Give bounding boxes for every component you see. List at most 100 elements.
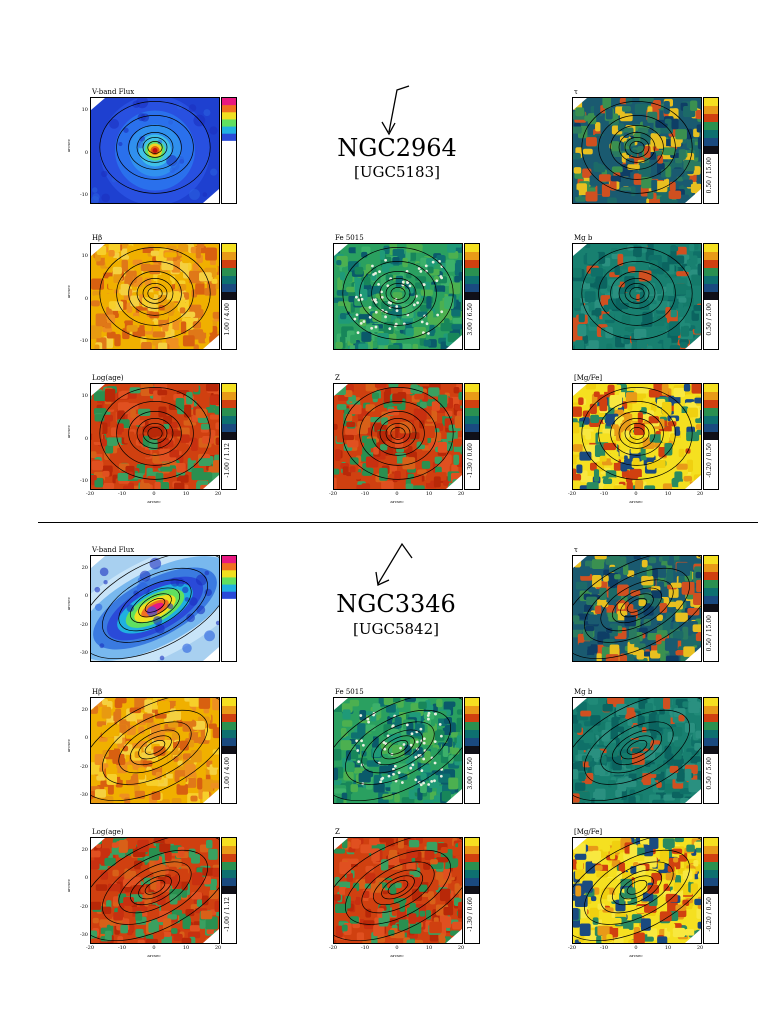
- y-axis-name: arcsec: [66, 139, 71, 153]
- x-tick-label: -10: [117, 945, 127, 951]
- panel-title: Z: [335, 828, 340, 836]
- colorbar-range-label: -0.20 / 0.50: [706, 443, 713, 478]
- y-tick-label: -10: [79, 338, 88, 344]
- panel-title: [Mg/Fe]: [574, 828, 603, 836]
- map-image: [572, 697, 702, 804]
- colorbar: [221, 97, 237, 204]
- map-image: [90, 837, 220, 944]
- colorbar-range-label: -0.20 / 0.50: [706, 897, 713, 932]
- panel-title: Log(age): [92, 828, 124, 836]
- map-image: [572, 837, 702, 944]
- y-tick-label: -30: [79, 932, 88, 938]
- y-tick-label: 10: [81, 393, 88, 399]
- x-axis-name: arcsec: [147, 499, 161, 504]
- arrow-icon: [375, 542, 413, 586]
- galaxy-name: NGC2964: [337, 134, 457, 162]
- colorbar: [703, 97, 719, 204]
- x-tick-label: -10: [599, 491, 609, 497]
- colorbar: [703, 243, 719, 350]
- x-tick-label: -20: [328, 491, 338, 497]
- y-tick-label: -20: [79, 621, 88, 628]
- galaxy-name: NGC3346: [336, 590, 456, 618]
- y-tick-label: 0: [84, 295, 88, 302]
- panel-title: τ: [574, 546, 578, 554]
- galaxy-alt-name: [UGC5842]: [353, 620, 439, 638]
- x-tick-label: 0: [634, 491, 638, 497]
- colorbar: [703, 697, 719, 804]
- x-tick-label: -20: [567, 491, 577, 497]
- x-tick-label: 0: [152, 945, 156, 951]
- colorbar: [464, 383, 480, 490]
- map-image: [572, 97, 702, 204]
- colorbar-range-label: 3.00 / 6.50: [467, 303, 474, 336]
- panel-title: Z: [335, 374, 340, 382]
- x-axis-name: arcsec: [147, 953, 161, 958]
- y-tick-label: 20: [81, 707, 88, 713]
- y-tick-label: 10: [81, 253, 88, 259]
- x-tick-label: -10: [360, 491, 370, 497]
- x-tick-label: 0: [634, 945, 638, 951]
- x-tick-label: -10: [599, 945, 609, 951]
- colorbar-range-label: -1.00 / 1.12: [224, 897, 231, 932]
- panel-title: Mg b: [574, 234, 593, 242]
- y-tick-label: 10: [81, 107, 88, 113]
- map-image: [90, 243, 220, 350]
- colorbar: [221, 555, 237, 662]
- x-tick-label: 20: [696, 491, 704, 497]
- colorbar-range-label: 1.00 / 4.00: [224, 303, 231, 336]
- galaxy-alt-name: [UGC5183]: [354, 163, 440, 181]
- panel-title: V-band Flux: [92, 546, 135, 554]
- panel-title: Mg b: [574, 688, 593, 696]
- panel-title: τ: [574, 88, 578, 96]
- y-tick-label: 0: [84, 435, 88, 442]
- map-image: [572, 383, 702, 490]
- x-axis-name: arcsec: [629, 953, 643, 958]
- colorbar: [703, 555, 719, 662]
- y-tick-label: -20: [79, 903, 88, 910]
- colorbar: [464, 837, 480, 944]
- colorbar-range-label: 3.00 / 6.50: [467, 757, 474, 790]
- panel-title: Fe 5015: [335, 688, 364, 696]
- y-tick-label: 0: [84, 875, 88, 882]
- colorbar: [464, 697, 480, 804]
- x-tick-label: -20: [328, 945, 338, 951]
- x-tick-label: 20: [214, 945, 222, 951]
- colorbar: [221, 697, 237, 804]
- y-tick-label: -30: [79, 792, 88, 798]
- arrow-icon: [381, 85, 410, 136]
- y-tick-label: -20: [79, 763, 88, 770]
- colorbar-range-label: 1.00 / 4.00: [224, 757, 231, 790]
- map-image: [333, 697, 463, 804]
- y-axis-name: arcsec: [66, 739, 71, 753]
- colorbar: [221, 243, 237, 350]
- colorbar: [703, 837, 719, 944]
- colorbar-range-label: 0.50 / 5.00: [706, 303, 713, 336]
- colorbar-range-label: 0.50 / 5.00: [706, 757, 713, 790]
- map-image: [90, 97, 220, 204]
- panel-title: V-band Flux: [92, 88, 135, 96]
- x-tick-label: 20: [457, 945, 465, 951]
- y-tick-label: -30: [79, 650, 88, 656]
- x-tick-label: -20: [85, 945, 95, 951]
- colorbar: [703, 383, 719, 490]
- y-tick-label: 0: [84, 149, 88, 156]
- map-image: [90, 383, 220, 490]
- x-tick-label: 10: [182, 491, 190, 497]
- x-tick-label: 10: [425, 491, 433, 497]
- x-tick-label: 10: [664, 491, 672, 497]
- y-axis-name: arcsec: [66, 285, 71, 299]
- y-tick-label: -10: [79, 478, 88, 484]
- x-tick-label: 10: [425, 945, 433, 951]
- colorbar: [221, 383, 237, 490]
- panel-title: Hβ: [92, 234, 103, 242]
- x-tick-label: 0: [395, 491, 399, 497]
- x-tick-label: 20: [696, 945, 704, 951]
- y-axis-name: arcsec: [66, 425, 71, 439]
- x-tick-label: -20: [567, 945, 577, 951]
- panel-title: Fe 5015: [335, 234, 364, 242]
- x-tick-label: 0: [395, 945, 399, 951]
- x-tick-label: 10: [182, 945, 190, 951]
- map-image: [572, 243, 702, 350]
- y-axis-name: arcsec: [66, 597, 71, 611]
- y-tick-label: 0: [84, 593, 88, 600]
